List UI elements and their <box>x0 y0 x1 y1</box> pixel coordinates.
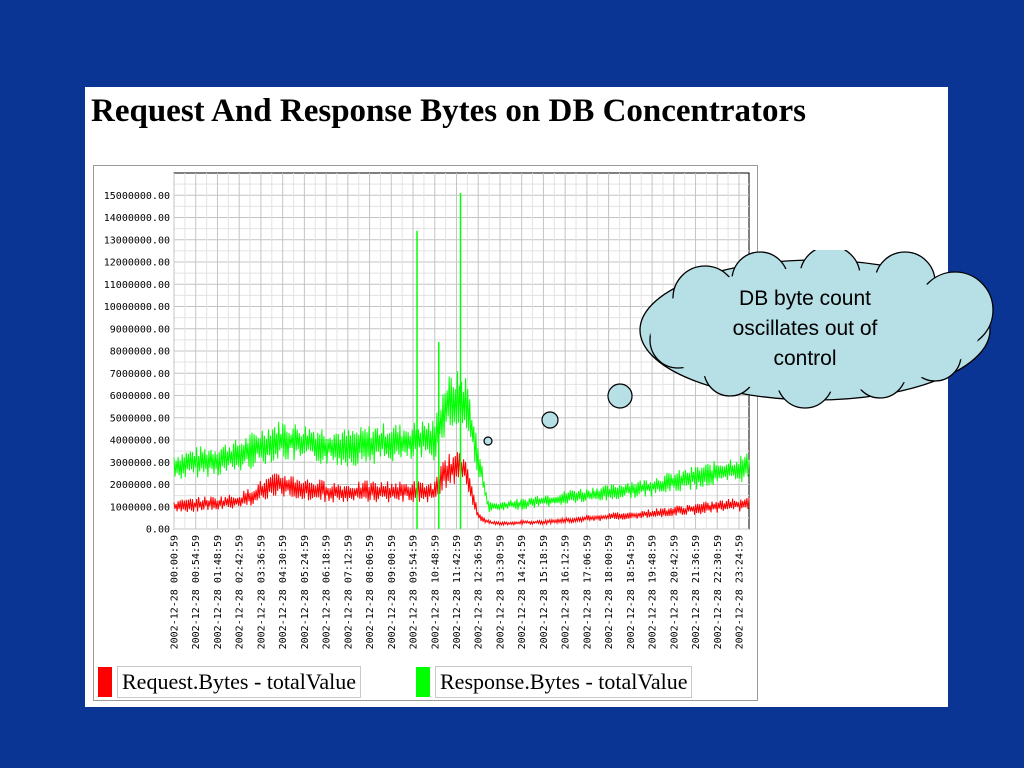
x-tick-label: 2002-12-28 00:54:59 <box>191 535 202 649</box>
x-tick-label: 2002-12-28 19:48:59 <box>648 535 659 649</box>
y-tick-label: 8000000.00 <box>110 347 170 358</box>
y-tick-label: 1000000.00 <box>110 502 170 513</box>
y-tick-label: 9000000.00 <box>110 324 170 335</box>
x-tick-label: 2002-12-28 08:06:59 <box>365 535 376 649</box>
legend-swatch-response <box>416 667 430 697</box>
x-tick-label: 2002-12-28 02:42:59 <box>235 535 246 649</box>
x-tick-label: 2002-12-28 06:18:59 <box>322 535 333 649</box>
x-tick-label: 2002-12-28 10:48:59 <box>430 535 441 649</box>
y-tick-label: 13000000.00 <box>104 235 170 246</box>
y-tick-label: 5000000.00 <box>110 413 170 424</box>
legend: Request.Bytes - totalValue Response.Byte… <box>94 665 757 700</box>
y-tick-label: 11000000.00 <box>104 280 170 291</box>
series-line-request <box>173 452 750 527</box>
y-tick-label: 3000000.00 <box>110 458 170 469</box>
x-tick-label: 2002-12-28 14:24:59 <box>517 535 528 649</box>
x-tick-label: 2002-12-28 18:00:59 <box>604 535 615 649</box>
chart-title: Request And Response Bytes on DB Concent… <box>91 93 807 129</box>
y-tick-label: 15000000.00 <box>104 191 170 202</box>
legend-label-request: Request.Bytes - totalValue <box>117 666 362 698</box>
x-tick-label: 2002-12-28 05:24:59 <box>300 535 311 649</box>
x-tick-label: 2002-12-28 00:00:59 <box>170 535 181 649</box>
x-tick-label: 2002-12-28 15:18:59 <box>539 535 550 649</box>
x-tick-label: 2002-12-28 17:06:59 <box>582 535 593 649</box>
x-tick-label: 2002-12-28 11:42:59 <box>452 535 463 649</box>
legend-label-response: Response.Bytes - totalValue <box>435 666 693 698</box>
x-tick-label: 2002-12-28 18:54:59 <box>626 535 637 649</box>
y-tick-label: 12000000.00 <box>104 258 170 269</box>
x-tick-label: 2002-12-28 07:12:59 <box>343 535 354 649</box>
x-tick-label: 2002-12-28 12:36:59 <box>474 535 485 649</box>
x-tick-label: 2002-12-28 09:54:59 <box>409 535 420 649</box>
y-tick-label: 0.00 <box>146 525 170 536</box>
legend-item-response: Response.Bytes - totalValue <box>416 666 693 698</box>
y-tick-label: 7000000.00 <box>110 369 170 380</box>
callout-text: DB byte count oscillates out of control <box>732 287 878 370</box>
x-tick-label: 2002-12-28 20:42:59 <box>669 535 680 649</box>
x-tick-label: 2002-12-28 22:30:59 <box>713 535 724 649</box>
x-tick-label: 2002-12-28 13:30:59 <box>495 535 506 649</box>
thought-bubble-large <box>630 388 633 404</box>
x-tick-label: 2002-12-28 01:48:59 <box>213 535 224 649</box>
cloud-shape <box>639 250 994 409</box>
legend-item-request: Request.Bytes - totalValue <box>98 666 362 698</box>
x-tick-label: 2002-12-28 21:36:59 <box>691 535 702 649</box>
y-tick-label: 14000000.00 <box>104 213 170 224</box>
y-tick-label: 2000000.00 <box>110 480 170 491</box>
thought-cloud-callout <box>630 250 994 409</box>
x-tick-label: 2002-12-28 16:12:59 <box>561 535 572 649</box>
series-line-response <box>173 371 750 512</box>
x-tick-label: 2002-12-28 09:00:59 <box>387 535 398 649</box>
x-tick-label: 2002-12-28 04:30:59 <box>278 535 289 649</box>
y-tick-label: 4000000.00 <box>110 436 170 447</box>
x-tick-label: 2002-12-28 23:24:59 <box>735 535 746 649</box>
y-tick-label: 6000000.00 <box>110 391 170 402</box>
legend-swatch-request <box>98 667 112 697</box>
y-tick-label: 10000000.00 <box>104 302 170 313</box>
x-tick-label: 2002-12-28 03:36:59 <box>256 535 267 649</box>
